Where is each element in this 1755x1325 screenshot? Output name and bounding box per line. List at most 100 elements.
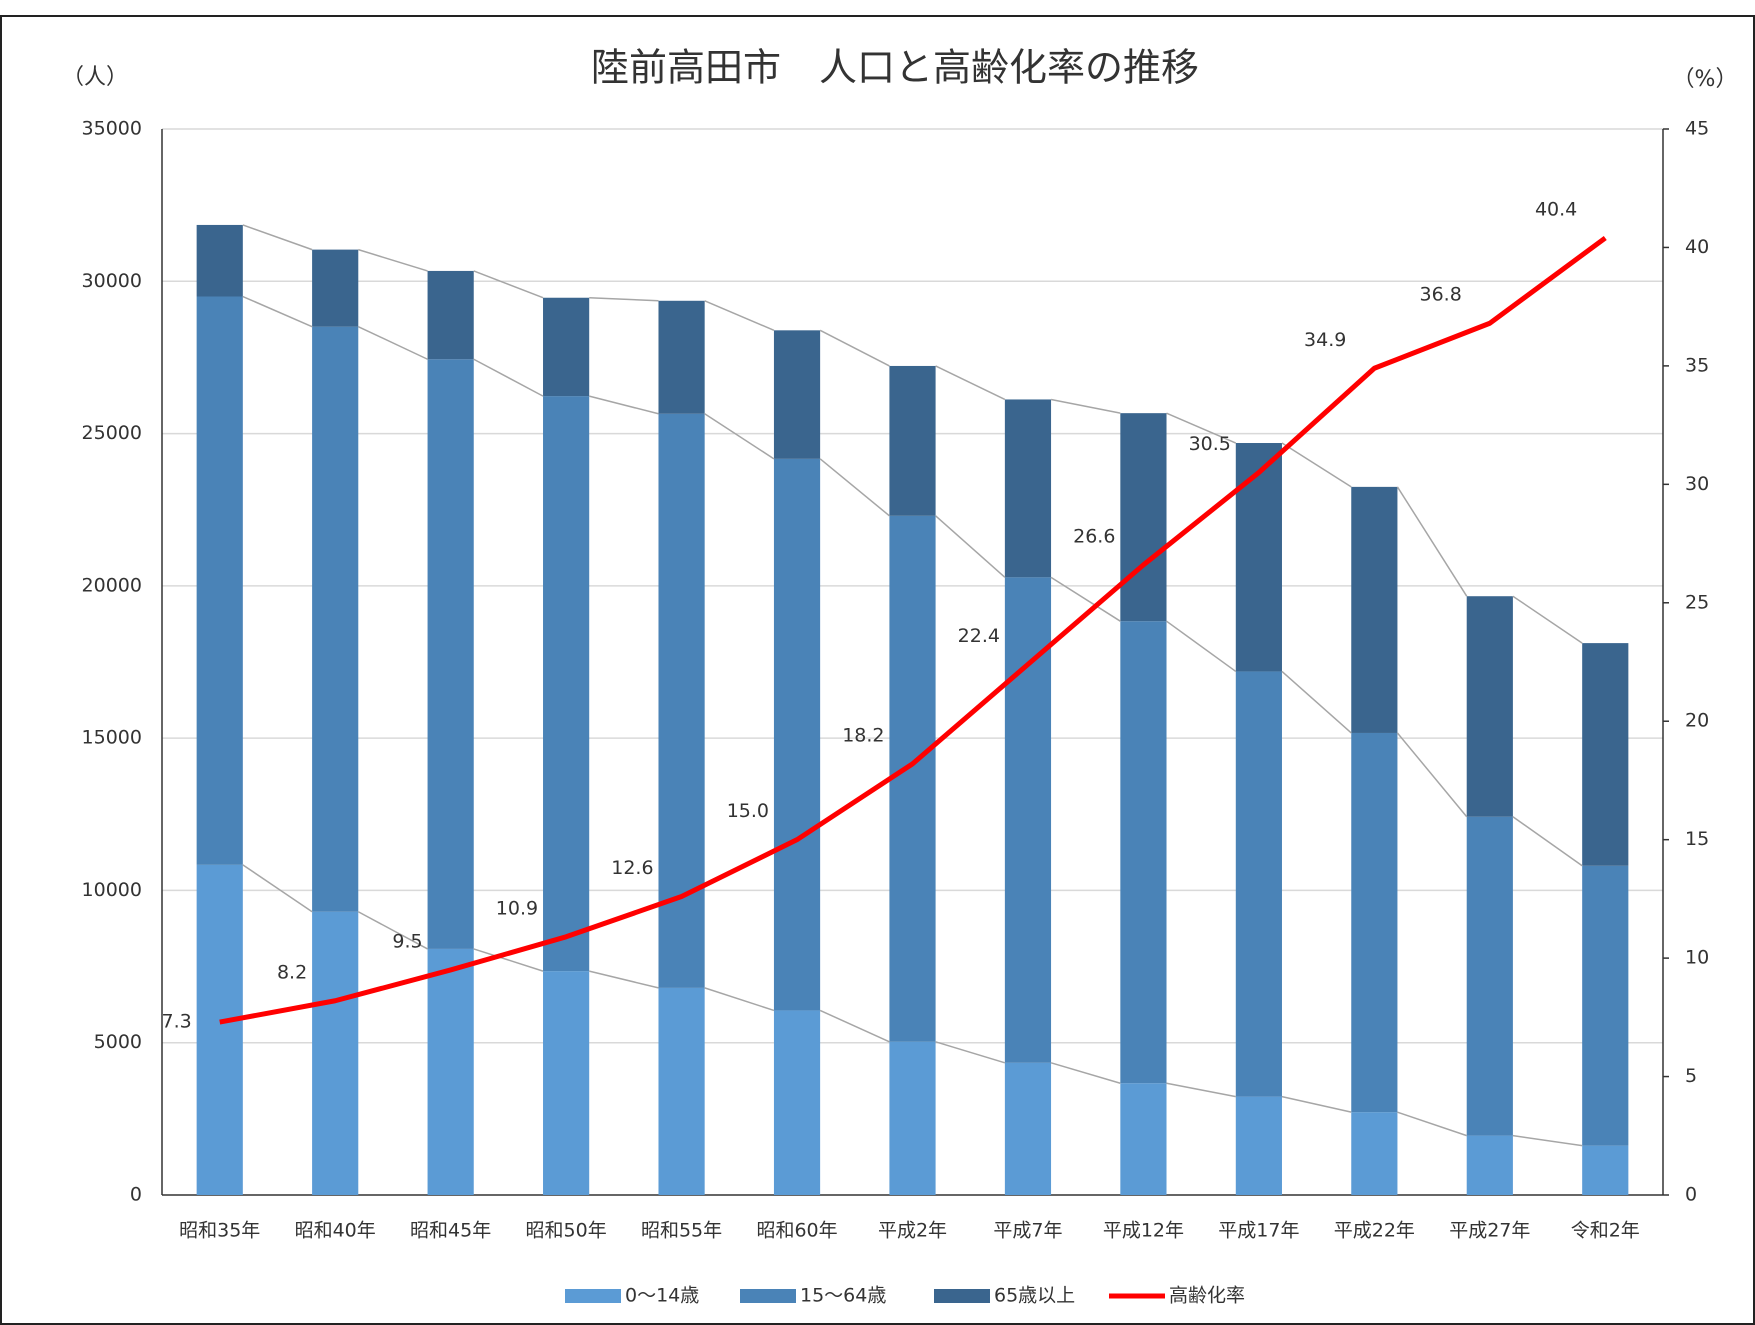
legend-label: 0～14歳 — [625, 1285, 699, 1307]
connector-line — [358, 248, 428, 272]
bar — [427, 359, 474, 949]
connector-line — [1397, 1111, 1467, 1137]
legend-swatch — [934, 1289, 990, 1303]
data-label: 7.3 — [162, 1011, 192, 1033]
connector-line — [1512, 595, 1583, 644]
y2-tick-label: 25 — [1685, 591, 1709, 613]
y-tick-label: 15000 — [82, 727, 142, 749]
connector-line — [935, 365, 1006, 401]
connector-line — [935, 1041, 1006, 1064]
x-tick-label: 平成12年 — [1103, 1220, 1184, 1242]
bar — [1351, 732, 1398, 1113]
legend-label: 65歳以上 — [994, 1285, 1075, 1307]
connector-line — [1396, 732, 1468, 818]
y2-tick-label: 15 — [1685, 828, 1709, 850]
connector-line — [704, 413, 775, 460]
bar — [196, 864, 243, 1195]
bar — [1466, 1135, 1513, 1195]
bar — [1235, 443, 1282, 672]
x-tick-label: 平成27年 — [1449, 1220, 1530, 1242]
connector-line — [704, 300, 775, 332]
x-tick-label: 平成2年 — [878, 1220, 947, 1242]
legend-swatch — [565, 1289, 621, 1303]
bar — [312, 326, 359, 912]
chart-title: 陸前高田市 人口と高齢化率の推移 — [591, 46, 1199, 90]
connector-line — [473, 358, 544, 397]
connector-line — [819, 1009, 890, 1043]
connector-line — [1166, 1082, 1236, 1098]
y-tick-label: 30000 — [82, 270, 142, 292]
connector-line — [1281, 670, 1352, 734]
data-label: 18.2 — [842, 724, 884, 746]
x-tick-label: 平成7年 — [993, 1220, 1062, 1242]
connector-line — [1166, 620, 1237, 673]
bar — [658, 413, 705, 988]
data-label: 26.6 — [1073, 525, 1115, 547]
bar — [427, 948, 474, 1195]
bar — [773, 458, 821, 1011]
bar — [543, 297, 590, 397]
data-label: 30.5 — [1189, 433, 1231, 455]
data-label: 36.8 — [1419, 284, 1461, 306]
bar — [1235, 671, 1282, 1097]
bar — [196, 224, 243, 297]
connector-line — [589, 395, 659, 415]
bar — [1004, 1062, 1052, 1195]
y-tick-label: 10000 — [82, 879, 142, 901]
x-tick-label: 令和2年 — [1571, 1220, 1640, 1242]
y2-tick-label: 20 — [1685, 710, 1709, 732]
x-tick-label: 平成17年 — [1218, 1220, 1299, 1242]
connector-line — [1396, 486, 1468, 597]
connector-line — [1050, 1062, 1121, 1084]
bar — [773, 1010, 821, 1195]
y2-tick-label: 30 — [1685, 473, 1709, 495]
line — [219, 235, 1607, 1025]
y2-tick-label: 35 — [1685, 354, 1709, 376]
y2-tick-label: 0 — [1685, 1184, 1697, 1206]
bar — [196, 296, 243, 865]
connector-line — [242, 295, 313, 328]
legend-label: 高齢化率 — [1169, 1285, 1245, 1307]
connector-line — [242, 224, 313, 251]
connector-line — [1512, 1134, 1583, 1147]
connector-line — [589, 970, 659, 989]
x-tick-label: 昭和50年 — [526, 1220, 607, 1242]
connector-line — [819, 329, 890, 367]
connector-line — [589, 296, 659, 302]
y2-tick-label: 10 — [1685, 947, 1709, 969]
legend-swatch — [740, 1289, 796, 1303]
y2-axis-label: （%） — [1673, 67, 1738, 92]
data-label: 40.4 — [1535, 198, 1577, 220]
bar — [1351, 1112, 1398, 1195]
connector-line — [1166, 412, 1237, 444]
data-label: 12.6 — [611, 857, 653, 879]
bar — [312, 911, 359, 1195]
y-tick-label: 5000 — [94, 1031, 142, 1053]
bar — [1466, 596, 1513, 817]
bar — [1582, 643, 1629, 866]
data-label: 8.2 — [277, 961, 307, 983]
x-tick-label: 平成22年 — [1334, 1220, 1415, 1242]
connector-line — [473, 270, 544, 299]
bar — [1582, 865, 1629, 1146]
bar — [427, 270, 474, 360]
bar — [543, 396, 590, 972]
y-tick-label: 20000 — [82, 574, 142, 596]
x-tick-label: 昭和40年 — [295, 1220, 376, 1242]
bar — [1120, 413, 1167, 622]
connector-line — [1050, 576, 1121, 622]
connector-line — [935, 515, 1006, 578]
bar — [889, 515, 936, 1042]
bar — [1120, 1083, 1167, 1195]
y2-tick-label: 5 — [1685, 1065, 1697, 1087]
connector-line — [473, 948, 544, 972]
data-label: 9.5 — [392, 930, 422, 952]
bar — [1004, 399, 1052, 578]
x-tick-label: 昭和60年 — [756, 1220, 837, 1242]
connector-line — [704, 987, 775, 1012]
bar — [1004, 577, 1052, 1063]
data-label: 15.0 — [727, 800, 769, 822]
bar — [658, 987, 705, 1195]
bar — [1120, 621, 1167, 1084]
